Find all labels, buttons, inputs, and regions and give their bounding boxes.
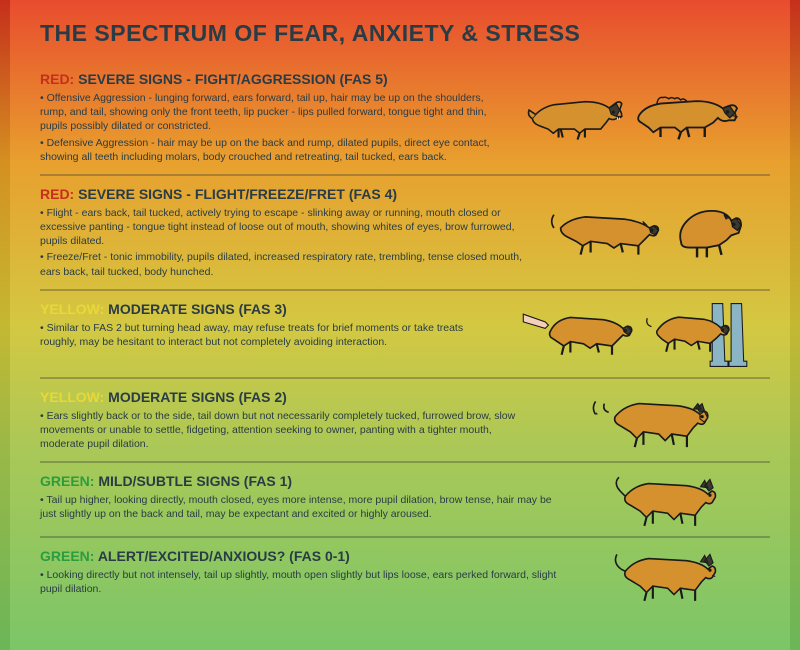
bullet-item: • Looking directly but not intensely, ta… bbox=[40, 568, 562, 596]
illustration-area bbox=[510, 301, 760, 369]
section-description: • Similar to FAS 2 but turning head away… bbox=[40, 321, 502, 349]
illustration-area bbox=[530, 186, 760, 281]
section-text: RED: SEVERE SIGNS - FIGHT/AGGRESSION (FA… bbox=[40, 71, 510, 166]
severity-prefix: GREEN: bbox=[40, 473, 94, 489]
section-header: YELLOW: MODERATE SIGNS (FAS 3) bbox=[40, 301, 502, 317]
content-area: THE SPECTRUM OF FEAR, ANXIETY & STRESS R… bbox=[0, 0, 800, 611]
severity-heading: ALERT/EXCITED/ANXIOUS? (FAS 0-1) bbox=[94, 548, 349, 564]
gradient-border-left bbox=[0, 0, 10, 650]
section-text: GREEN: ALERT/EXCITED/ANXIOUS? (FAS 0-1) •… bbox=[40, 548, 570, 603]
page-title: THE SPECTRUM OF FEAR, ANXIETY & STRESS bbox=[40, 20, 770, 47]
section-header: YELLOW: MODERATE SIGNS (FAS 2) bbox=[40, 389, 532, 405]
section-description: • Tail up higher, looking directly, mout… bbox=[40, 493, 562, 521]
dog-icon-freeze bbox=[673, 206, 748, 261]
section-text: YELLOW: MODERATE SIGNS (FAS 3) • Similar … bbox=[40, 301, 510, 369]
sections-container: RED: SEVERE SIGNS - FIGHT/AGGRESSION (FA… bbox=[40, 61, 770, 611]
illustration-area bbox=[570, 473, 760, 528]
dog-icon-moderate3a bbox=[520, 306, 635, 364]
fas-section-4: GREEN: MILD/SUBTLE SIGNS (FAS 1) • Tail u… bbox=[40, 463, 770, 538]
section-description: • Offensive Aggression - lunging forward… bbox=[40, 91, 502, 164]
bullet-item: • Offensive Aggression - lunging forward… bbox=[40, 91, 502, 134]
severity-heading: MODERATE SIGNS (FAS 2) bbox=[104, 389, 287, 405]
severity-heading: SEVERE SIGNS - FLIGHT/FREEZE/FRET (FAS 4… bbox=[74, 186, 397, 202]
section-description: • Ears slightly back or to the side, tai… bbox=[40, 409, 532, 452]
bullet-item: • Similar to FAS 2 but turning head away… bbox=[40, 321, 502, 349]
severity-heading: SEVERE SIGNS - FIGHT/AGGRESSION (FAS 5) bbox=[74, 71, 388, 87]
dog-icon-aggressive2 bbox=[633, 91, 743, 146]
section-header: RED: SEVERE SIGNS - FIGHT/AGGRESSION (FA… bbox=[40, 71, 502, 87]
fas-section-0: RED: SEVERE SIGNS - FIGHT/AGGRESSION (FA… bbox=[40, 61, 770, 176]
dog-icon-moderate2 bbox=[588, 392, 713, 450]
section-header: GREEN: ALERT/EXCITED/ANXIOUS? (FAS 0-1) bbox=[40, 548, 562, 564]
dog-icon-aggressive1 bbox=[527, 93, 627, 143]
dog-icon-flight bbox=[542, 208, 667, 258]
illustration-area bbox=[510, 71, 760, 166]
severity-prefix: YELLOW: bbox=[40, 301, 104, 317]
bullet-item: • Ears slightly back or to the side, tai… bbox=[40, 409, 532, 452]
section-text: YELLOW: MODERATE SIGNS (FAS 2) • Ears sli… bbox=[40, 389, 540, 454]
section-text: RED: SEVERE SIGNS - FLIGHT/FREEZE/FRET (… bbox=[40, 186, 530, 281]
section-description: • Flight - ears back, tail tucked, activ… bbox=[40, 206, 522, 279]
severity-prefix: YELLOW: bbox=[40, 389, 104, 405]
dog-icon-alert bbox=[605, 548, 725, 603]
bullet-item: • Freeze/Fret - tonic immobility, pupils… bbox=[40, 250, 522, 278]
section-description: • Looking directly but not intensely, ta… bbox=[40, 568, 562, 596]
section-text: GREEN: MILD/SUBTLE SIGNS (FAS 1) • Tail u… bbox=[40, 473, 570, 528]
fas-section-5: GREEN: ALERT/EXCITED/ANXIOUS? (FAS 0-1) •… bbox=[40, 538, 770, 611]
severity-heading: MILD/SUBTLE SIGNS (FAS 1) bbox=[94, 473, 292, 489]
bullet-item: • Tail up higher, looking directly, mout… bbox=[40, 493, 562, 521]
fas-section-1: RED: SEVERE SIGNS - FLIGHT/FREEZE/FRET (… bbox=[40, 176, 770, 291]
fas-section-3: YELLOW: MODERATE SIGNS (FAS 2) • Ears sli… bbox=[40, 379, 770, 464]
section-header: GREEN: MILD/SUBTLE SIGNS (FAS 1) bbox=[40, 473, 562, 489]
illustration-area bbox=[540, 389, 760, 454]
illustration-area bbox=[570, 548, 760, 603]
severity-prefix: GREEN: bbox=[40, 548, 94, 564]
bullet-item: • Defensive Aggression - hair may be up … bbox=[40, 136, 502, 164]
bullet-item: • Flight - ears back, tail tucked, activ… bbox=[40, 206, 522, 249]
fas-section-2: YELLOW: MODERATE SIGNS (FAS 3) • Similar … bbox=[40, 291, 770, 379]
section-header: RED: SEVERE SIGNS - FLIGHT/FREEZE/FRET (… bbox=[40, 186, 522, 202]
severity-prefix: RED: bbox=[40, 186, 74, 202]
dog-icon-mild bbox=[605, 473, 725, 528]
severity-prefix: RED: bbox=[40, 71, 74, 87]
gradient-border-right bbox=[790, 0, 800, 650]
severity-heading: MODERATE SIGNS (FAS 3) bbox=[104, 301, 287, 317]
dog-icon-moderate3b bbox=[641, 301, 751, 369]
